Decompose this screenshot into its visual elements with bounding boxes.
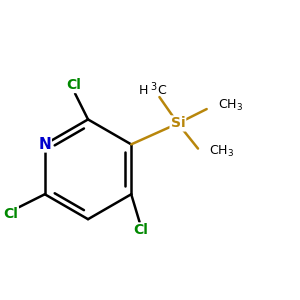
Text: CH$_3$: CH$_3$	[209, 144, 234, 159]
Text: Cl: Cl	[3, 207, 18, 220]
Text: C: C	[158, 83, 166, 97]
Text: 3: 3	[151, 82, 157, 92]
Text: Si: Si	[171, 116, 185, 130]
Text: Cl: Cl	[66, 79, 81, 92]
Text: N: N	[38, 137, 51, 152]
Text: H: H	[139, 83, 148, 97]
Text: CH$_3$: CH$_3$	[218, 98, 243, 113]
Text: Cl: Cl	[134, 223, 148, 237]
